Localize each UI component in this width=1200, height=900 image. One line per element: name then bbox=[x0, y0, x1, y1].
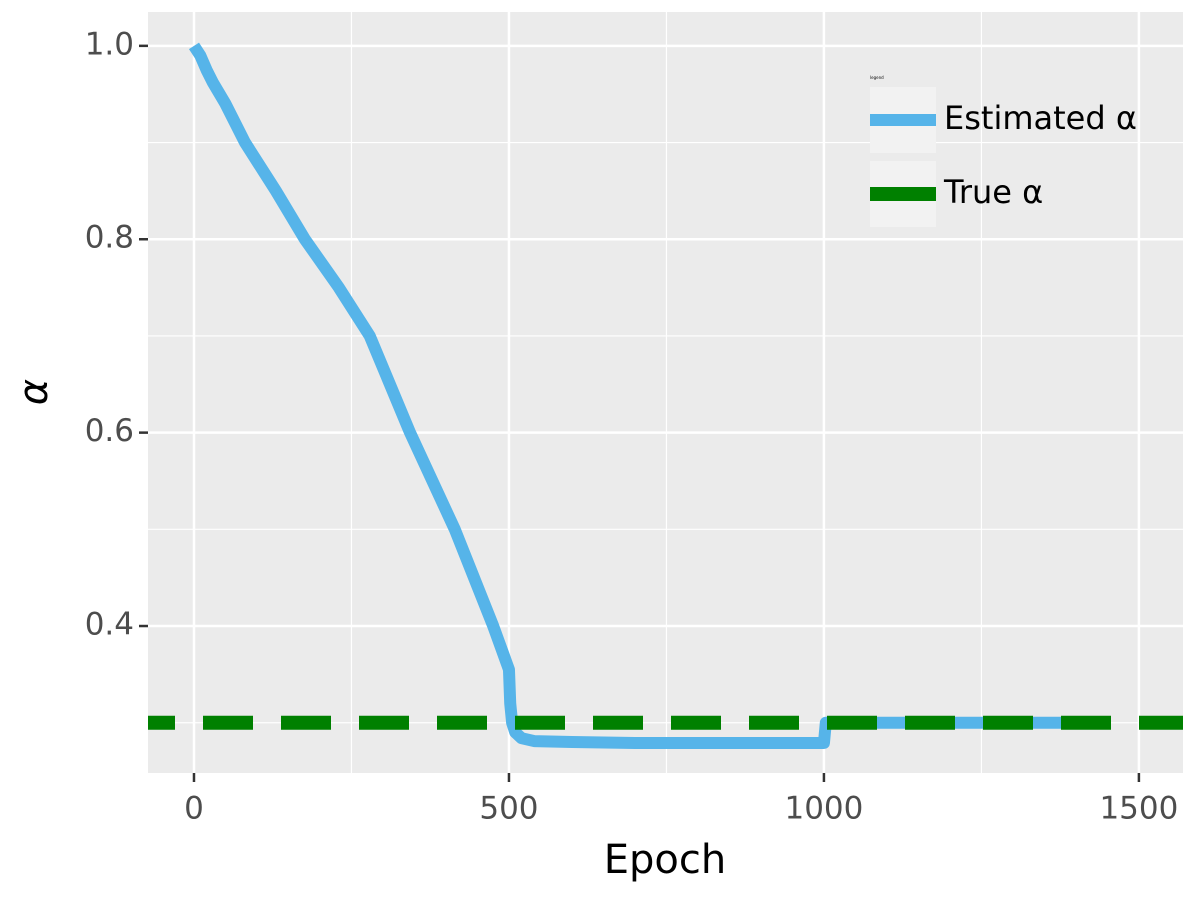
x-tick-label: 0 bbox=[184, 791, 204, 827]
legend-label: Estimated α bbox=[944, 99, 1137, 137]
x-tick-label: 500 bbox=[479, 791, 538, 827]
line bbox=[188, 42, 1089, 750]
y-tick-label: 0.8 bbox=[85, 220, 134, 256]
panel bbox=[148, 12, 1183, 773]
legend-title: legend bbox=[870, 75, 884, 80]
y-axis-title: α bbox=[11, 379, 57, 405]
legend-label: True α bbox=[943, 173, 1043, 211]
grid bbox=[148, 12, 1183, 773]
marks bbox=[148, 42, 1183, 750]
x-axis-title: Epoch bbox=[604, 837, 726, 883]
axes: 0 500 1000 1500 0.4 0.6 0.8 1.0 bbox=[85, 26, 1179, 826]
legend: legend Estimated α True α bbox=[870, 75, 1137, 227]
y-tick-label: 0.4 bbox=[85, 607, 134, 643]
x-tick-label: 1500 bbox=[1099, 791, 1178, 827]
y-tick-label: 1.0 bbox=[85, 26, 134, 62]
y-tick-label: 0.6 bbox=[85, 413, 134, 449]
x-tick-label: 1000 bbox=[784, 791, 863, 827]
